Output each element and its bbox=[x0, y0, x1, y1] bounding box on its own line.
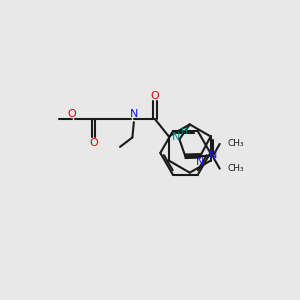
Text: N: N bbox=[130, 109, 138, 119]
Text: N: N bbox=[172, 132, 180, 142]
Text: CH₃: CH₃ bbox=[228, 164, 244, 173]
Text: O: O bbox=[89, 138, 98, 148]
Text: CH₃: CH₃ bbox=[228, 140, 244, 148]
Text: O: O bbox=[67, 109, 76, 119]
Text: N: N bbox=[196, 157, 205, 167]
Text: N: N bbox=[209, 150, 217, 160]
Text: H: H bbox=[181, 127, 187, 136]
Text: O: O bbox=[151, 91, 159, 101]
